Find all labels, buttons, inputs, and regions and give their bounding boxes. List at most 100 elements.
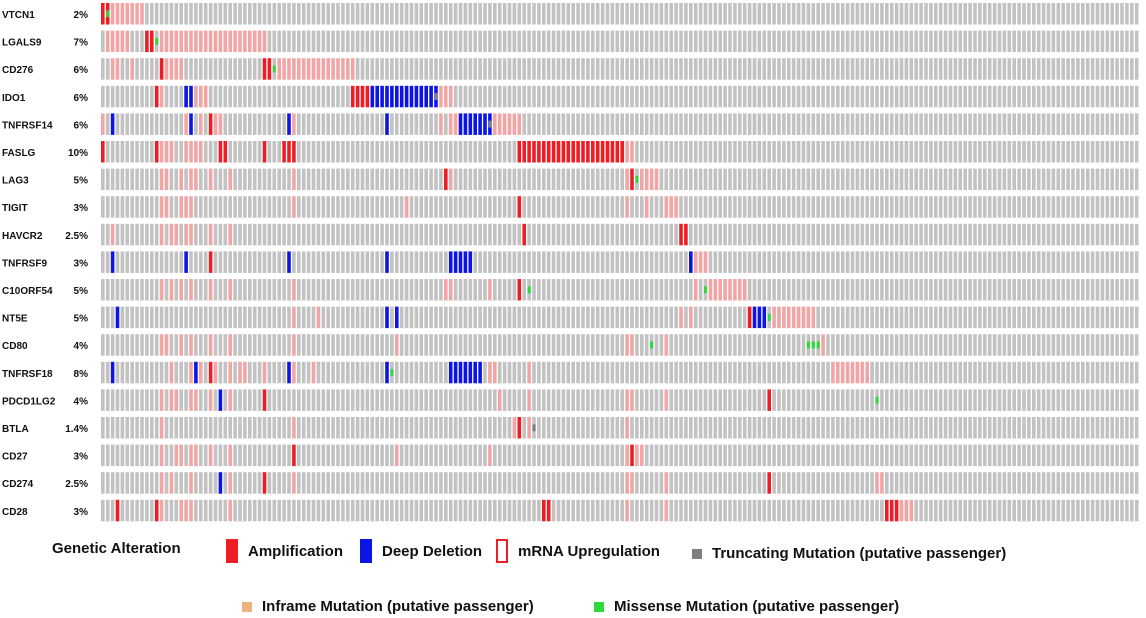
sample-cell	[664, 141, 669, 163]
sample-cell	[546, 58, 551, 80]
sample-cell	[355, 3, 360, 25]
gene-label-cd80: CD80	[2, 341, 28, 352]
sample-cell	[419, 499, 424, 522]
sample-cell	[429, 3, 433, 25]
sample-cell	[346, 141, 350, 163]
sample-cell	[140, 141, 144, 163]
sample-cell	[698, 141, 703, 163]
sample-cell	[1095, 472, 1100, 494]
sample-cell	[684, 58, 688, 80]
sample-cell	[787, 389, 791, 411]
sample-cell	[257, 85, 262, 108]
sample-cell	[625, 113, 629, 135]
sample-cell	[527, 251, 531, 273]
sample-cell	[164, 444, 169, 467]
sample-cell	[473, 279, 477, 301]
sample-cell	[326, 141, 330, 163]
sample-cell	[1032, 196, 1036, 218]
sample-cell-altered	[385, 361, 389, 384]
sample-cell-altered	[458, 113, 463, 135]
sample-cell	[904, 113, 909, 135]
sample-cell	[360, 361, 365, 384]
sample-cell	[135, 251, 139, 273]
sample-cell	[301, 417, 306, 439]
sample-cell	[625, 361, 629, 384]
sample-cell	[336, 223, 340, 246]
sample-cell	[448, 472, 453, 494]
sample-cell	[512, 499, 517, 522]
sample-cell	[875, 444, 879, 467]
sample-cell	[703, 196, 708, 218]
sample-cell-altered	[448, 168, 453, 191]
sample-cell	[375, 279, 379, 301]
sample-cell	[429, 334, 433, 356]
sample-cell	[679, 472, 683, 494]
sample-cell	[365, 472, 370, 494]
sample-cell	[953, 334, 958, 356]
sample-cell	[439, 168, 443, 191]
sample-cell	[860, 279, 865, 301]
sample-cell	[125, 279, 130, 301]
sample-cell	[1076, 30, 1080, 53]
sample-cell	[150, 223, 154, 246]
sample-cell	[130, 306, 134, 329]
sample-cell	[713, 361, 718, 384]
sample-cell	[203, 334, 208, 356]
sample-cell-altered	[292, 306, 296, 329]
sample-cell	[1105, 196, 1110, 218]
sample-cell	[537, 472, 541, 494]
sample-cell	[669, 113, 673, 135]
sample-cell	[243, 113, 247, 135]
sample-cell	[1100, 30, 1105, 53]
sample-cell	[728, 472, 732, 494]
sample-cell	[1130, 3, 1134, 25]
sample-cell	[1022, 168, 1026, 191]
sample-cell	[556, 444, 561, 467]
sample-cell	[150, 389, 154, 411]
sample-cell	[1071, 30, 1075, 53]
sample-cell	[909, 141, 914, 163]
sample-cell	[189, 306, 193, 329]
sample-cell	[1081, 417, 1085, 439]
sample-cell	[135, 417, 139, 439]
sample-cell	[894, 444, 899, 467]
sample-cell	[414, 58, 419, 80]
sample-cell	[772, 168, 776, 191]
sample-cell	[282, 279, 286, 301]
sample-cell	[811, 472, 816, 494]
sample-cell	[811, 279, 816, 301]
sample-cell	[277, 279, 281, 301]
sample-cell	[399, 141, 404, 163]
sample-cell	[953, 168, 958, 191]
sample-cell	[355, 168, 360, 191]
sample-cell-altered	[689, 306, 693, 329]
sample-cell	[336, 141, 340, 163]
sample-cell	[889, 30, 894, 53]
sample-cell	[816, 168, 820, 191]
sample-cell	[1036, 223, 1041, 246]
sample-cell	[968, 279, 972, 301]
sample-cell	[512, 306, 517, 329]
sample-cell	[346, 113, 350, 135]
sample-cell	[698, 168, 703, 191]
sample-cell	[1085, 389, 1090, 411]
sample-cell	[556, 472, 561, 494]
sample-cell	[1056, 279, 1061, 301]
sample-cell	[105, 306, 110, 329]
sample-cell-altered	[115, 58, 120, 80]
sample-cell	[840, 141, 845, 163]
sample-cell	[1012, 444, 1016, 467]
sample-cell	[527, 58, 531, 80]
sample-cell	[287, 168, 291, 191]
sample-cell	[360, 389, 365, 411]
sample-cell	[287, 279, 291, 301]
sample-cell	[532, 30, 536, 53]
sample-cell	[404, 58, 409, 80]
sample-cell	[1105, 251, 1110, 273]
sample-cell-altered	[468, 113, 473, 135]
sample-cell	[1090, 444, 1095, 467]
sample-cell	[424, 472, 428, 494]
sample-cell	[439, 3, 443, 25]
sample-cell	[620, 168, 624, 191]
sample-cell	[620, 334, 624, 356]
